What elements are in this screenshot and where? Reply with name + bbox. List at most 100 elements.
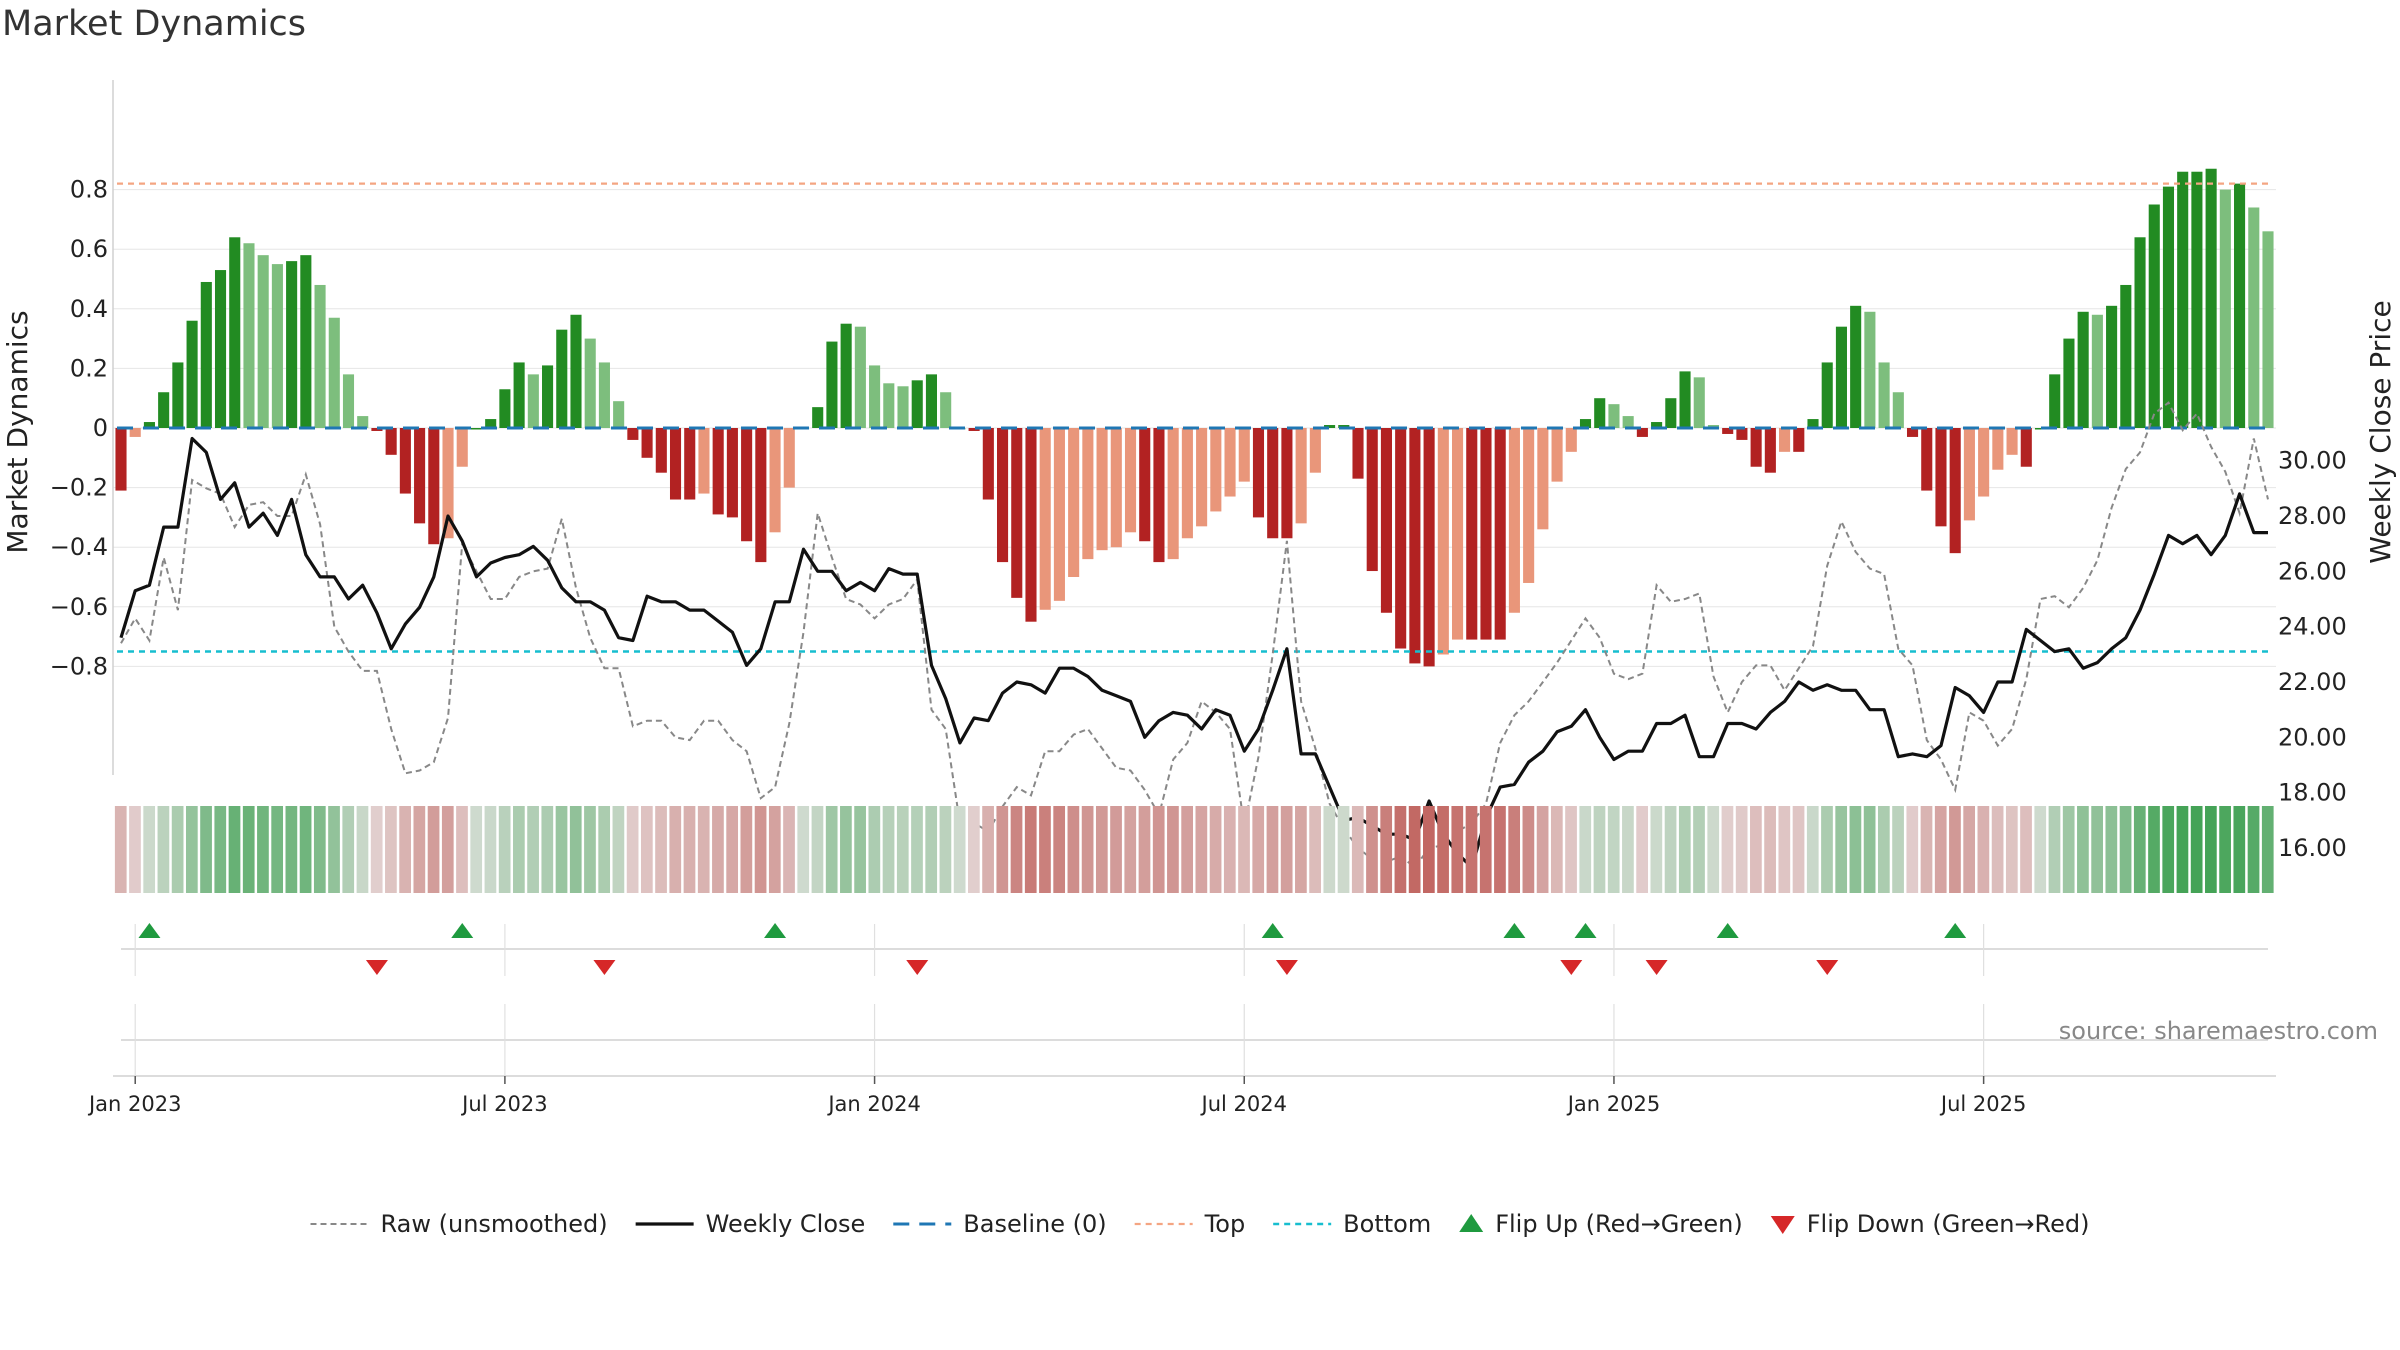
heat-cell	[1536, 806, 1549, 893]
heat-cell	[968, 806, 980, 893]
heat-cell	[1479, 806, 1492, 893]
legend-label: Weekly Close	[706, 1210, 866, 1238]
grid-layer	[113, 189, 2276, 667]
momentum-bar	[840, 323, 852, 428]
momentum-bar	[172, 362, 184, 428]
heat-cell	[1408, 806, 1421, 893]
heat-cell	[129, 806, 141, 893]
heat-cell	[1138, 806, 1151, 893]
heat-cell	[612, 806, 625, 893]
heat-cell	[1750, 806, 1762, 893]
momentum-bar	[1537, 428, 1549, 530]
heat-cell	[2219, 806, 2231, 893]
heat-cell	[2048, 806, 2061, 893]
y2-tick-label: 28.00	[2278, 502, 2347, 530]
momentum-bar	[1551, 428, 1563, 482]
heat-cell	[982, 806, 994, 893]
momentum-bar	[598, 362, 610, 428]
momentum-bar	[1252, 428, 1265, 518]
momentum-bar	[513, 362, 525, 428]
momentum-bar	[499, 389, 511, 428]
momentum-bar	[1494, 428, 1506, 640]
momentum-bar	[2091, 314, 2103, 428]
heat-cell	[2176, 806, 2189, 893]
heat-cell	[1337, 806, 1350, 893]
momentum-bar	[1380, 428, 1392, 613]
heat-cell	[569, 806, 582, 893]
heat-cell	[1977, 806, 1990, 893]
momentum-bar	[1423, 428, 1435, 667]
heat-cell	[228, 806, 241, 893]
momentum-bar	[2191, 171, 2203, 428]
heat-cell	[1792, 806, 1805, 893]
momentum-bar	[1665, 398, 1677, 428]
heat-cell	[427, 806, 440, 893]
momentum-bar	[2148, 204, 2160, 428]
heat-cell	[242, 806, 255, 893]
heat-cell	[385, 806, 397, 893]
heat-cell	[1693, 806, 1705, 893]
momentum-bar	[1281, 428, 1293, 539]
heat-cell	[1195, 806, 1208, 893]
heat-cell	[2119, 806, 2132, 893]
momentum-bar	[1153, 428, 1165, 563]
momentum-bar	[470, 428, 483, 430]
momentum-bar	[641, 428, 653, 458]
heat-cell	[328, 806, 340, 893]
heat-cell	[541, 806, 554, 893]
heat-cell	[1949, 806, 1961, 893]
heat-cell	[1593, 806, 1606, 893]
legend-item: Flip Up (Red→Green)	[1459, 1210, 1743, 1238]
heat-cell	[1394, 806, 1407, 893]
heat-cell	[1636, 806, 1648, 893]
legend-swatch-flip-down	[1770, 1216, 1795, 1234]
heat-cell	[626, 806, 639, 893]
y2-tick-label: 20.00	[2278, 723, 2347, 751]
momentum-bar	[812, 407, 824, 428]
heat-cell	[1622, 806, 1634, 893]
heat-cell	[811, 806, 824, 893]
heat-cell	[1252, 806, 1265, 893]
heat-cell	[2205, 806, 2217, 893]
momentum-bar	[783, 428, 795, 488]
y-tick-label: −0.4	[50, 533, 108, 561]
momentum-bar	[1110, 428, 1122, 548]
momentum-bar	[1764, 428, 1776, 473]
heat-cell	[2261, 806, 2274, 893]
heat-cell	[768, 806, 781, 893]
momentum-bar	[2120, 284, 2132, 428]
momentum-bar	[2134, 237, 2146, 428]
heat-cell	[1522, 806, 1535, 893]
heat-cell	[157, 806, 170, 893]
heat-cell	[882, 806, 895, 893]
momentum-bar	[456, 428, 468, 467]
heat-cell	[1223, 806, 1236, 893]
momentum-bar	[2020, 428, 2032, 467]
heat-cell	[413, 806, 426, 893]
momentum-bar	[1807, 419, 1819, 428]
flip-down-marker	[1645, 960, 1668, 975]
y-tick-label: −0.8	[50, 652, 108, 680]
heat-cell	[1010, 806, 1023, 893]
momentum-bar	[214, 270, 227, 428]
momentum-bar	[2162, 186, 2175, 428]
x-tick-label: Jan 2023	[87, 1092, 182, 1116]
heat-cell	[726, 806, 739, 893]
momentum-bar	[1324, 425, 1336, 428]
y-tick-label: 0	[93, 414, 108, 442]
heat-cell	[498, 806, 511, 893]
flip-up-marker	[138, 923, 161, 938]
heat-cell	[114, 806, 127, 893]
heat-cell	[1309, 806, 1321, 893]
heat-cell	[399, 806, 411, 893]
momentum-bar	[627, 428, 639, 440]
momentum-bar	[655, 428, 667, 473]
momentum-bar	[1124, 428, 1137, 533]
legend-item: Baseline (0)	[893, 1210, 1107, 1238]
momentum-bar	[1167, 428, 1179, 560]
heat-cell	[299, 806, 312, 893]
x-tick-label: Jul 2025	[1939, 1092, 2026, 1116]
heat-cell	[1024, 806, 1037, 893]
legend-item: Weekly Close	[635, 1210, 866, 1238]
momentum-bar	[1992, 428, 2004, 470]
